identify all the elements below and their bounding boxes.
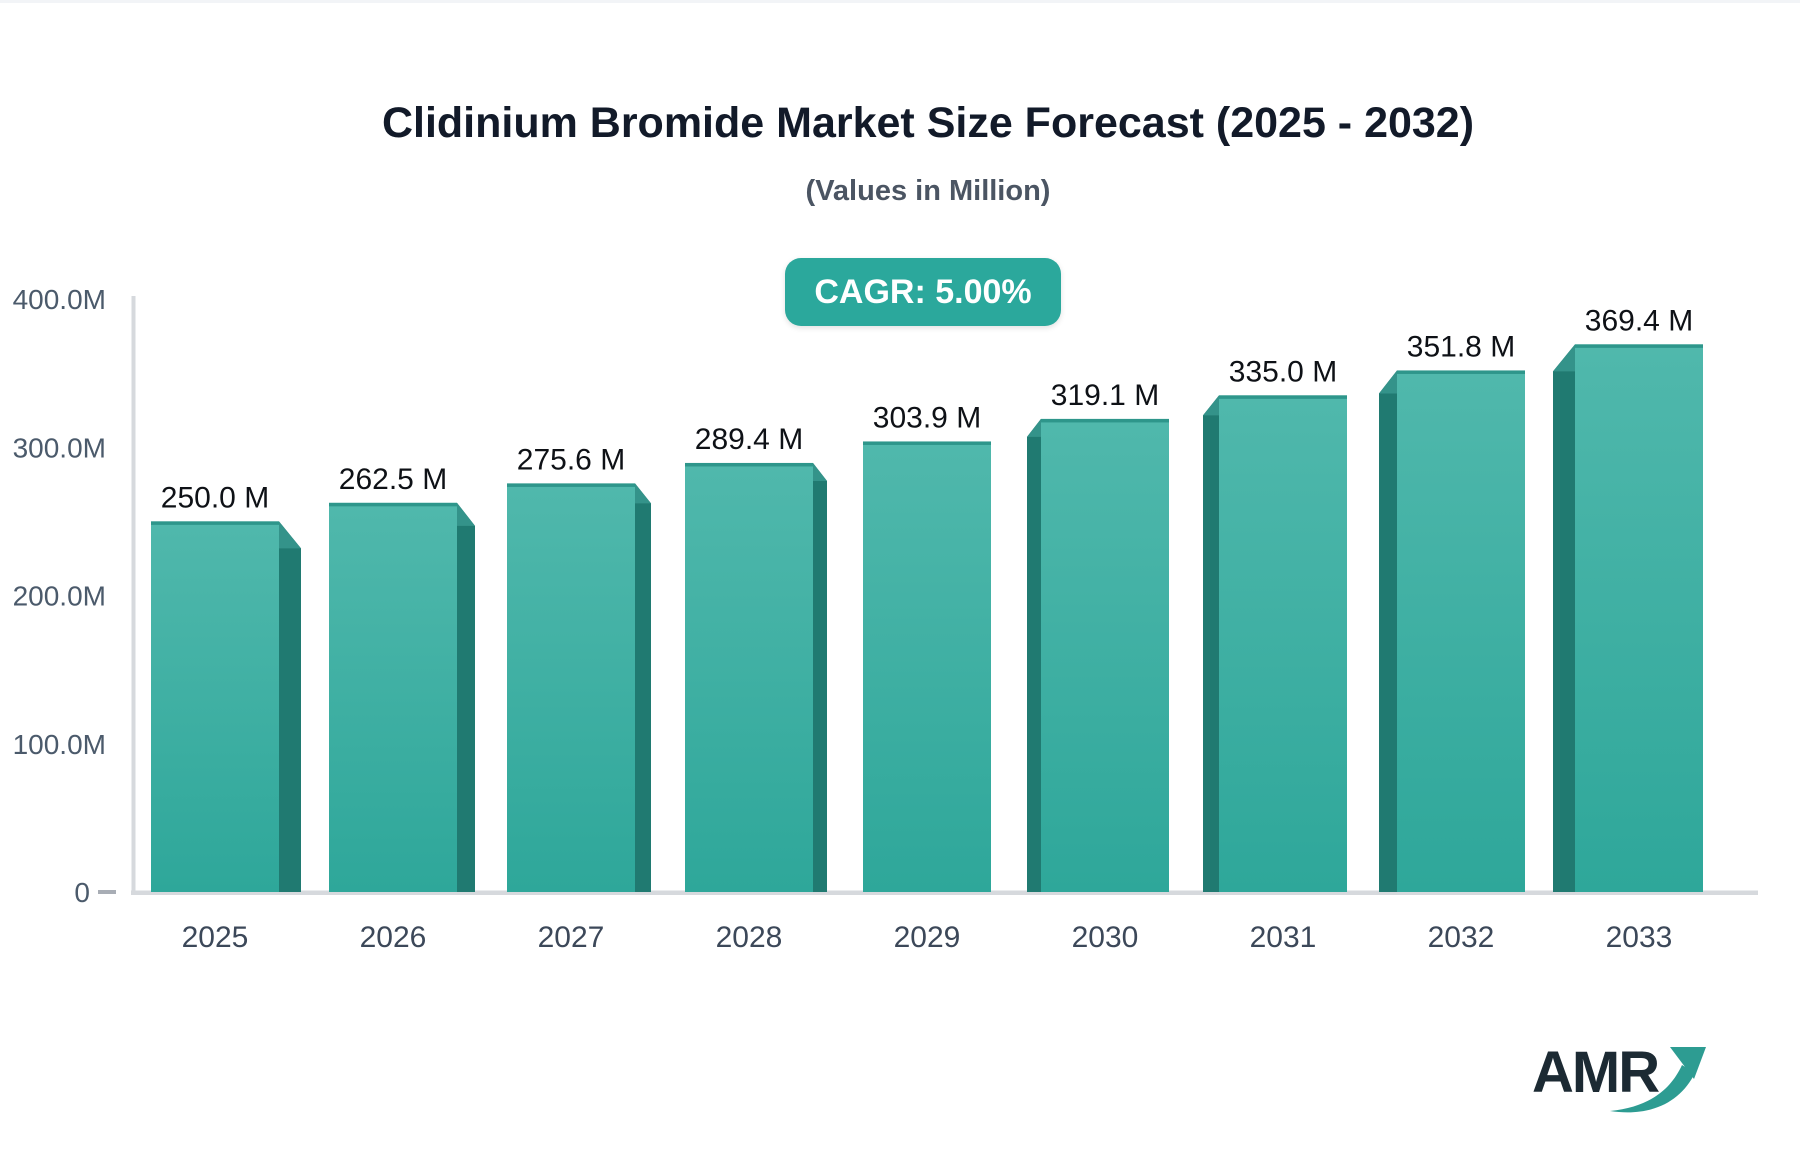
bar-value-label: 262.5 M xyxy=(339,463,447,496)
bar-value-label: 289.4 M xyxy=(695,423,803,456)
bar-top-bevel xyxy=(279,521,301,549)
bar-2025: 250.0 M 2025 xyxy=(151,481,301,954)
bar-value-label: 335.0 M xyxy=(1229,355,1337,388)
bar-top-bevel xyxy=(1379,370,1397,394)
bar-top-edge xyxy=(329,502,457,507)
bar-value-label: 319.1 M xyxy=(1051,379,1159,412)
y-tick-label: 400.0M xyxy=(13,284,106,315)
bar-front-face xyxy=(863,441,991,892)
bar-top-edge xyxy=(151,521,279,525)
bar-front-face xyxy=(1041,418,1169,892)
bar-front-face xyxy=(507,483,635,892)
bar-front-face xyxy=(151,521,279,892)
bar-2031: 335.0 M 2031 xyxy=(1203,355,1347,954)
bar-2030: 319.1 M 2030 xyxy=(1027,379,1169,954)
bar-top-edge xyxy=(1575,344,1703,348)
amr-logo-arrow-icon xyxy=(1610,1047,1706,1113)
bar-side-face xyxy=(1379,370,1397,892)
amr-logo-text: AMR xyxy=(1532,1040,1660,1105)
bar-value-label: 303.9 M xyxy=(873,401,981,434)
chart-title: Clidinium Bromide Market Size Forecast (… xyxy=(381,99,1475,147)
bar-top-edge xyxy=(507,483,635,487)
x-tick-label: 2032 xyxy=(1428,921,1495,954)
bar-2032: 351.8 M 2032 xyxy=(1379,330,1525,954)
bar-top-edge xyxy=(863,441,991,445)
bar-value-label: 351.8 M xyxy=(1407,330,1515,363)
x-tick-label: 2030 xyxy=(1072,921,1139,954)
bar-top-bevel xyxy=(813,462,827,481)
bar-front-face xyxy=(1397,370,1525,892)
bar-value-label: 275.6 M xyxy=(517,443,625,476)
bar-top-bevel xyxy=(1553,344,1575,372)
bar-side-face xyxy=(813,462,827,892)
cagr-badge: CAGR: 5.00% xyxy=(785,258,1061,326)
bar-top-edge xyxy=(1041,418,1169,423)
y-tick-label: 200.0M xyxy=(13,581,106,612)
x-tick-label: 2033 xyxy=(1606,921,1673,954)
bar-chart: 400.0M 300.0M 200.0M 100.0M 0 250.0 M 2025 262.… xyxy=(13,284,1758,954)
y-tick-label: 0 xyxy=(74,877,90,908)
bar-side-face xyxy=(279,521,301,892)
y-zero-tick xyxy=(98,890,116,894)
x-tick-label: 2028 xyxy=(716,921,783,954)
x-tick-label: 2027 xyxy=(538,921,605,954)
y-tick-label: 100.0M xyxy=(13,729,106,760)
y-tick-label: 300.0M xyxy=(13,432,106,463)
bar-top-edge xyxy=(1397,370,1525,374)
bar-2026: 262.5 M 2026 xyxy=(329,463,475,954)
x-tick-label: 2031 xyxy=(1250,921,1317,954)
bar-top-edge xyxy=(1219,395,1347,399)
amr-logo: AMR xyxy=(1532,1033,1722,1123)
bar-side-face xyxy=(1027,418,1041,892)
bar-front-face xyxy=(1219,395,1347,892)
bar-top-bevel xyxy=(1203,395,1219,416)
bar-side-face xyxy=(1553,344,1575,892)
x-tick-label: 2029 xyxy=(894,921,961,954)
bar-2033: 369.4 M 2033 xyxy=(1553,304,1703,954)
bar-2029: 303.9 M 2029 xyxy=(863,401,991,954)
bar-2028: 289.4 M 2028 xyxy=(685,423,827,954)
bar-2027: 275.6 M 2027 xyxy=(507,443,651,954)
bar-top-edge xyxy=(685,462,813,467)
y-axis-line xyxy=(131,296,136,894)
bar-value-label: 369.4 M xyxy=(1585,304,1693,337)
x-axis-line xyxy=(131,890,1758,895)
chart-subtitle: (Values in Million) xyxy=(805,175,1051,207)
bar-top-bevel xyxy=(457,502,475,526)
bar-front-face xyxy=(685,462,813,892)
bar-side-face xyxy=(635,483,651,892)
x-tick-label: 2026 xyxy=(360,921,427,954)
bar-front-face xyxy=(329,502,457,892)
x-tick-label: 2025 xyxy=(182,921,249,954)
bar-side-face xyxy=(1203,395,1219,892)
bar-front-face xyxy=(1575,344,1703,892)
bar-value-label: 250.0 M xyxy=(161,481,269,514)
bar-side-face xyxy=(457,502,475,892)
bar-top-bevel xyxy=(635,483,651,504)
cagr-badge-label: CAGR: 5.00% xyxy=(814,272,1032,311)
bar-top-bevel xyxy=(1027,418,1041,437)
